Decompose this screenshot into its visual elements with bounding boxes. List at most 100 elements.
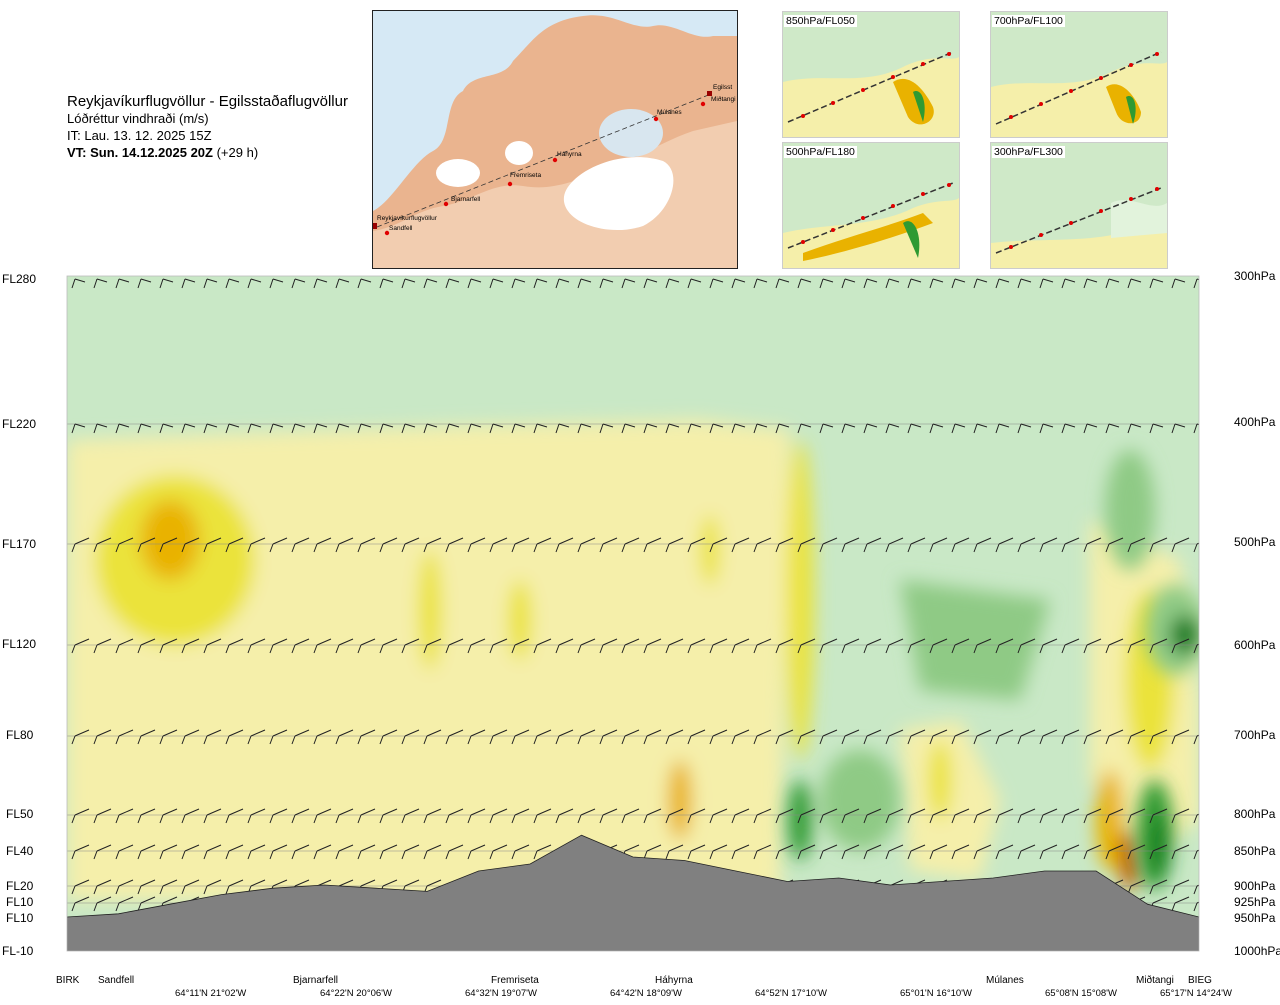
wind-barb bbox=[863, 844, 882, 860]
wind-barb bbox=[467, 729, 486, 745]
wind-barb bbox=[423, 808, 442, 824]
wind-barb bbox=[929, 729, 948, 745]
wind-barb bbox=[1017, 278, 1032, 289]
fl-label: FL280 bbox=[2, 272, 37, 286]
wind-barb bbox=[555, 537, 574, 553]
wind-barb bbox=[137, 638, 156, 654]
wind-barb bbox=[115, 896, 134, 912]
hpa-label: 300hPa bbox=[1234, 269, 1276, 283]
wind-barb bbox=[973, 423, 988, 434]
wind-barb bbox=[797, 423, 812, 434]
map-label-bjarnarfell: Bjarnarfell bbox=[451, 196, 481, 203]
wind-barb bbox=[687, 423, 702, 434]
wind-barb bbox=[445, 638, 464, 654]
hpa-label: 950hPa bbox=[1234, 911, 1276, 925]
coordinate-label: 64°22'N 20°06'W bbox=[320, 988, 392, 999]
wind-barb bbox=[863, 537, 882, 553]
wind-barb bbox=[907, 808, 926, 824]
variable-label: Lóðréttur vindhraði (m/s) bbox=[67, 111, 209, 126]
wind-barb bbox=[335, 537, 354, 553]
wind-barb bbox=[885, 808, 904, 824]
wind-barb bbox=[467, 537, 486, 553]
wind-barb bbox=[951, 729, 970, 745]
wind-barb bbox=[775, 537, 794, 553]
wind-barb bbox=[247, 844, 266, 860]
thumbnail-300hpa[interactable]: 300hPa/FL300 bbox=[990, 142, 1168, 269]
wind-barb bbox=[1017, 423, 1032, 434]
wind-barb bbox=[401, 808, 420, 824]
thumbnail-500hpa[interactable]: 500hPa/FL180 bbox=[782, 142, 960, 269]
wind-barb bbox=[863, 423, 878, 434]
wind-barb bbox=[929, 537, 948, 553]
wind-barb bbox=[1149, 537, 1168, 553]
wind-barb bbox=[951, 638, 970, 654]
wind-barb bbox=[1105, 278, 1120, 289]
wind-barb bbox=[357, 808, 376, 824]
wind-barb bbox=[841, 423, 856, 434]
wind-barb bbox=[511, 729, 530, 745]
wind-barb bbox=[819, 808, 838, 824]
wind-barb bbox=[797, 844, 816, 860]
wind-barb bbox=[841, 844, 860, 860]
wind-barb bbox=[1105, 729, 1124, 745]
wind-barb bbox=[489, 729, 508, 745]
wind-barb bbox=[269, 278, 284, 289]
wind-barb bbox=[115, 537, 134, 553]
wind-barb bbox=[401, 729, 420, 745]
wind-barb bbox=[1083, 423, 1098, 434]
valid-time: VT: Sun. 14.12.2025 20Z (+29 h) bbox=[67, 144, 348, 161]
wind-barb bbox=[1171, 896, 1190, 912]
wind-barb bbox=[93, 808, 112, 824]
thumbnail-850hpa[interactable]: 850hPa/FL050 bbox=[782, 11, 960, 138]
wind-barb bbox=[115, 808, 134, 824]
wind-barb bbox=[709, 278, 724, 289]
wind-barb bbox=[533, 537, 552, 553]
wind-barb bbox=[1149, 729, 1168, 745]
wind-barb bbox=[643, 638, 662, 654]
wind-barb bbox=[995, 844, 1014, 860]
wind-barb bbox=[401, 537, 420, 553]
wind-barb bbox=[137, 423, 152, 434]
wind-barb bbox=[115, 729, 134, 745]
plot-frame bbox=[66, 275, 1200, 952]
wind-barb bbox=[929, 423, 944, 434]
wind-barb bbox=[115, 879, 134, 895]
wind-barb bbox=[555, 729, 574, 745]
wind-barb bbox=[841, 638, 860, 654]
wind-barb bbox=[1149, 844, 1168, 860]
wind-barb bbox=[1083, 729, 1102, 745]
route-map-svg: Egilsst Miðtangi Múlanes Háhyrna Fremris… bbox=[373, 15, 737, 268]
wind-barb bbox=[1171, 537, 1190, 553]
wind-barb bbox=[885, 844, 904, 860]
wind-barb bbox=[929, 638, 948, 654]
wind-barb bbox=[1105, 423, 1120, 434]
wind-barb bbox=[225, 808, 244, 824]
wind-barb bbox=[753, 278, 768, 289]
wind-barb bbox=[181, 808, 200, 824]
map-label-sandfell: Sandfell bbox=[389, 225, 413, 232]
wind-barb bbox=[555, 638, 574, 654]
wind-barb bbox=[203, 879, 222, 895]
route-waypoints bbox=[373, 91, 712, 236]
wind-barb bbox=[929, 278, 944, 289]
wind-barb bbox=[1039, 844, 1058, 860]
wind-barb bbox=[445, 844, 464, 860]
wind-barb bbox=[1193, 849, 1199, 860]
thumbnail-700hpa[interactable]: 700hPa/FL100 bbox=[990, 11, 1168, 138]
wind-barb bbox=[819, 278, 834, 289]
wind-barb bbox=[247, 808, 266, 824]
wind-barb bbox=[423, 844, 442, 860]
wind-barb bbox=[577, 537, 596, 553]
wind-barb bbox=[863, 638, 882, 654]
wind-barb bbox=[995, 638, 1014, 654]
wind-barb bbox=[973, 638, 992, 654]
wind-barb bbox=[533, 638, 552, 654]
coordinate-label: 64°11'N 21°02'W bbox=[175, 988, 247, 999]
wind-barb bbox=[313, 638, 332, 654]
wind-barb bbox=[335, 278, 350, 289]
wind-barb bbox=[1083, 278, 1098, 289]
wind-barb bbox=[797, 729, 816, 745]
wind-barb bbox=[533, 844, 552, 860]
wind-barb bbox=[907, 638, 926, 654]
wind-barb bbox=[753, 537, 772, 553]
